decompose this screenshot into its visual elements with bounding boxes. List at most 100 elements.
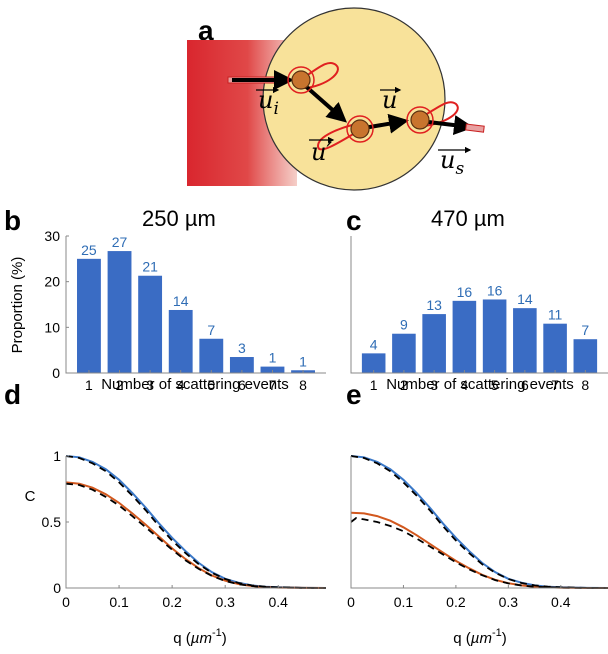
panel-b-x-tick-label-2: 2 xyxy=(116,377,124,393)
panel-c-x-tick-label-4: 4 xyxy=(460,377,468,393)
panel-c-bars xyxy=(361,299,598,373)
svg-text:ui: ui xyxy=(258,86,279,119)
panel-c-bar-7 xyxy=(543,323,567,373)
panel-c-bar-4 xyxy=(452,300,477,373)
panel-c-data-label-6: 14 xyxy=(517,291,533,307)
panel-b-data-label-8: 1 xyxy=(299,353,307,369)
panel-c-axes xyxy=(350,236,608,374)
panel-a-letter: a xyxy=(198,15,214,46)
panel-e-curve-4 xyxy=(350,517,608,589)
panel-c-x-tick-label-2: 2 xyxy=(400,377,408,393)
label-u-prime: u′ xyxy=(309,136,335,166)
panel-e-axes xyxy=(350,456,608,589)
particle-3 xyxy=(410,110,430,130)
panel-b-frame xyxy=(65,236,326,374)
panel-d-y-tick-label-2: 0.5 xyxy=(42,514,62,530)
panel-d-x-tick-label-3: 0.2 xyxy=(162,594,182,610)
panel-c-x-tick-label-3: 3 xyxy=(430,377,438,393)
panel-e-x-tick-label-1: 0 xyxy=(347,594,355,610)
panel-b-x-tick-label-7: 7 xyxy=(269,377,277,393)
panel-d-x-tick-label-2: 0.1 xyxy=(109,594,129,610)
panel-d-x-ticks: 0 0.1 0.2 0.3 0.4 xyxy=(62,594,288,610)
panel-e-x-ticks: 0 0.1 0.2 0.3 0.4 xyxy=(347,594,571,610)
panel-c-data-label-4: 16 xyxy=(457,284,473,300)
panel-d-letter: d xyxy=(4,379,21,410)
panel-d-curve-4 xyxy=(65,482,327,589)
panel-d-x-tick-label-5: 0.4 xyxy=(269,594,289,610)
panel-b-bar-5 xyxy=(199,338,224,373)
panel-b-x-tick-label-1: 1 xyxy=(85,377,93,393)
panel-e-curve-1 xyxy=(350,455,608,589)
particle-2 xyxy=(350,119,370,139)
label-u: u xyxy=(380,86,402,114)
particle-3-halo xyxy=(406,106,434,134)
panel-e-x-tick-label-4: 0.3 xyxy=(499,594,519,610)
panel-b-data-label-4: 14 xyxy=(173,293,189,309)
panel-c-bar-3 xyxy=(422,314,446,373)
panel-e-line-chart: 0 0.1 0.2 0.3 0.4 q (µm-1) xyxy=(347,455,608,647)
panel-b-bar-chart: 25 27 21 14 7 3 1 1 1 2 3 4 5 6 7 8 0 10 20 30 Number of … xyxy=(9,228,326,393)
panel-b-data-label-7: 1 xyxy=(269,350,277,366)
label-u-i: ui xyxy=(256,86,280,119)
panel-c-x-ticks: 1 2 3 4 5 6 7 8 xyxy=(370,377,590,393)
sample-disc xyxy=(262,7,446,191)
panel-b-x-label: Number of scattering events xyxy=(101,376,289,393)
svg-text:us: us xyxy=(440,146,464,179)
panel-b-y-tick-label-3: 20 xyxy=(44,274,60,290)
panel-d-x-tick-label-4: 0.3 xyxy=(215,594,235,610)
panel-e-letter: e xyxy=(346,379,362,410)
panel-b-y-tick-label-1: 0 xyxy=(52,365,60,381)
panel-e-curve-2 xyxy=(350,511,608,589)
particle-1-halo xyxy=(287,66,315,94)
lobe-1 xyxy=(298,61,339,90)
panel-c-x-tick-label-8: 8 xyxy=(581,377,589,393)
panel-b-bar-6 xyxy=(229,357,254,373)
label-u-s: us xyxy=(438,146,472,179)
panel-b-data-label-3: 21 xyxy=(142,259,158,275)
panel-d-y-label: C xyxy=(25,488,36,505)
panel-d-x-label: q (µm-1) xyxy=(173,627,226,647)
svg-text:u′: u′ xyxy=(311,138,332,166)
panel-c-x-tick-label-7: 7 xyxy=(551,377,559,393)
panel-b-y-label: Proportion (%) xyxy=(9,257,26,354)
particle-2-halo xyxy=(346,115,374,143)
panel-c-data-labels: 4 9 13 16 16 14 11 7 xyxy=(370,282,590,352)
panel-b-x-ticks: 1 2 3 4 5 6 7 8 xyxy=(85,377,307,393)
panel-b-y-tick-label-2: 10 xyxy=(44,319,60,335)
panel-c-bar-5 xyxy=(482,299,507,373)
panel-e-x-tick-label-5: 0.4 xyxy=(551,594,571,610)
panel-c-bar-1 xyxy=(361,353,386,373)
panel-d-y-ticks: 00.51 xyxy=(42,448,62,596)
panel-d-line-chart: 0 0.1 0.2 0.3 0.4 00.51 q (µm-1) C xyxy=(25,448,327,647)
panel-d-axes xyxy=(65,455,326,589)
svg-text:u: u xyxy=(382,86,397,114)
particle-1 xyxy=(291,70,311,90)
panel-b-x-tick-label-6: 6 xyxy=(238,377,246,393)
panel-b-title: 250 µm xyxy=(142,206,216,231)
panel-c-letter: c xyxy=(346,205,362,236)
panel-c-data-label-7: 11 xyxy=(548,307,563,323)
panel-b-data-label-2: 27 xyxy=(112,234,128,250)
panel-c-data-label-1: 4 xyxy=(370,336,378,352)
arrow-u xyxy=(363,113,409,134)
panel-c-bar-8 xyxy=(573,339,598,373)
panel-b-bars xyxy=(77,251,315,373)
outgoing-ray xyxy=(465,123,485,133)
panel-d-y-tick-label-1: 0 xyxy=(53,580,61,596)
panel-b-data-label-1: 25 xyxy=(81,242,97,258)
panel-b-data-label-5: 7 xyxy=(207,322,215,338)
panel-e-x-label: q (µm-1) xyxy=(453,627,506,647)
panel-c-data-label-2: 9 xyxy=(400,317,408,333)
panel-d-y-tick-label-3: 1 xyxy=(53,448,61,464)
panel-e-frame xyxy=(350,456,608,589)
panel-c-bar-6 xyxy=(513,308,537,373)
panel-b-bar-2 xyxy=(107,251,132,373)
panel-c-title: 470 µm xyxy=(431,206,505,231)
panel-e-x-tick-label-3: 0.2 xyxy=(446,594,466,610)
panel-b-data-label-6: 3 xyxy=(238,340,246,356)
panel-d-x-tick-label-1: 0 xyxy=(62,594,70,610)
panel-b-y-ticks: 0 10 20 30 xyxy=(44,228,60,381)
panel-c-data-label-8: 7 xyxy=(581,322,589,338)
arrow-u-prime xyxy=(300,81,348,123)
